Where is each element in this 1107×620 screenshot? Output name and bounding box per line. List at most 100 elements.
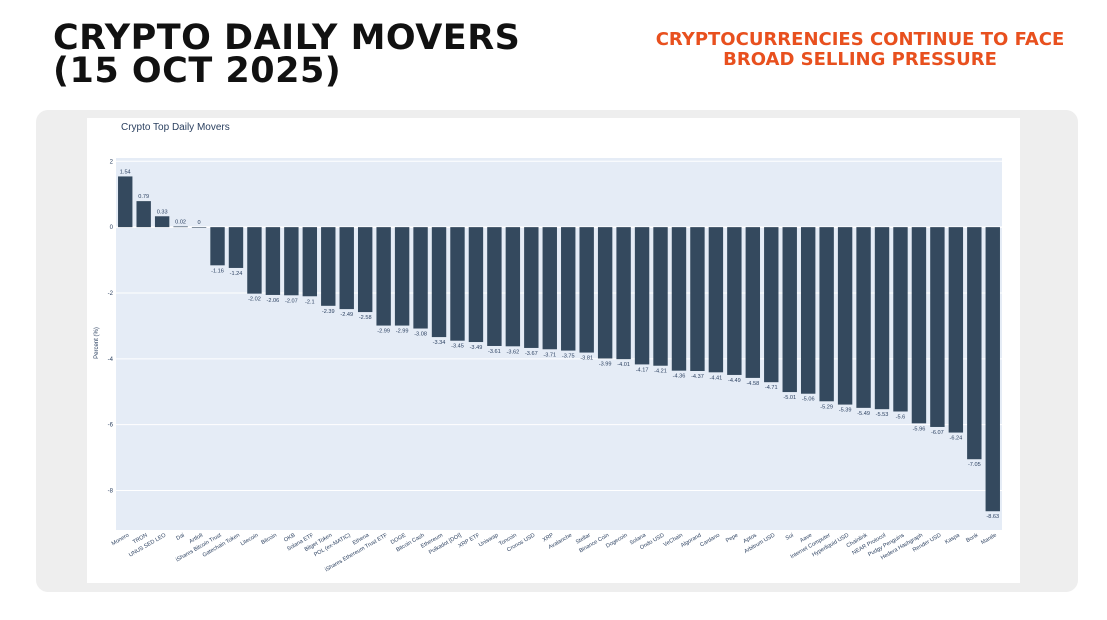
- bar: [265, 227, 281, 295]
- bar-value-label: -4.01: [617, 362, 630, 368]
- bar-value-label: -2.1: [305, 299, 315, 305]
- bar: [431, 227, 447, 338]
- bar-value-label: 0.33: [157, 209, 168, 215]
- bar-value-label: -4.49: [728, 378, 741, 384]
- bar: [228, 227, 244, 268]
- title-line-2: (15 OCT 2025): [53, 51, 342, 91]
- bar: [118, 176, 133, 228]
- grid-lines: [116, 160, 1002, 491]
- bar: [468, 227, 484, 343]
- bar-value-label: -2.58: [359, 315, 372, 321]
- y-tick-label: -2: [108, 291, 114, 297]
- y-tick-label: -4: [108, 357, 114, 363]
- bar: [690, 227, 705, 371]
- bar: [524, 227, 539, 348]
- plot-area: [116, 158, 1002, 530]
- bar: [579, 227, 594, 353]
- bar: [671, 227, 687, 371]
- bar: [339, 227, 354, 310]
- bar: [136, 201, 151, 228]
- bar-value-label: -3.75: [562, 354, 575, 360]
- bar: [284, 227, 299, 296]
- bar-value-label: 0: [198, 220, 201, 226]
- bar-value-label: -2.99: [396, 329, 409, 335]
- y-tick-labels: 2 0 -2 -4 -6 -8: [108, 159, 114, 494]
- bar-value-label: 0.79: [138, 194, 149, 200]
- x-tick-label: Litecoin: [240, 533, 260, 548]
- x-tick-label: Aave: [799, 533, 813, 545]
- bar: [302, 227, 318, 297]
- bar-value-label: -3.45: [451, 344, 464, 350]
- bar-value-label: -3.67: [525, 351, 538, 357]
- bar-value-label: -3.08: [414, 332, 427, 338]
- bar: [154, 216, 170, 228]
- bars: [118, 176, 1000, 512]
- x-tick-label: Bitcoin: [260, 533, 278, 547]
- bar: [948, 227, 964, 433]
- bar: [357, 227, 373, 313]
- bar: [985, 227, 1000, 512]
- value-labels: 1.54 0.79 0.33 0.02 0 -1.16 -1.24 -2.02 -2.06 -2.…: [120, 169, 999, 520]
- bar-value-label: -8.63: [986, 514, 999, 520]
- x-tick-label: Kaspa: [944, 532, 962, 546]
- x-tick-label: Bonk: [965, 532, 979, 544]
- bar-value-label: -3.81: [580, 356, 593, 362]
- bar-value-label: -5.96: [913, 426, 926, 432]
- bar: [191, 227, 207, 228]
- bar-value-label: -3.99: [599, 361, 612, 367]
- bar-value-label: -3.34: [433, 340, 446, 346]
- x-tick-label: Uniswap: [478, 533, 500, 549]
- bar-value-label: -5.01: [783, 395, 796, 401]
- x-tick-label: XRP ETF: [458, 532, 482, 549]
- y-tick-label: 0: [110, 225, 114, 231]
- bar-value-label: -5.39: [839, 408, 852, 414]
- bar-value-label: -2.39: [322, 309, 335, 315]
- bar-value-label: -4.71: [765, 385, 778, 391]
- y-axis-label: Percent (%): [94, 327, 100, 359]
- bar: [561, 227, 576, 351]
- bar-value-label: -2.07: [285, 298, 298, 304]
- x-tick-label: Algorand: [680, 533, 702, 549]
- bar: [450, 227, 465, 341]
- x-tick-label: Monero: [111, 533, 130, 548]
- bar: [173, 226, 188, 228]
- x-tick-label: Dogecoin: [605, 533, 628, 550]
- bar-value-label: -2.06: [267, 298, 280, 304]
- bar: [597, 227, 613, 359]
- bar-value-label: -3.71: [543, 352, 556, 358]
- bar-value-label: -4.41: [710, 375, 723, 381]
- bar: [321, 227, 336, 306]
- bar: [893, 227, 908, 412]
- x-tick-label: OKB: [283, 532, 296, 543]
- bar: [505, 227, 521, 347]
- bar: [930, 227, 945, 427]
- bar-value-label: -4.37: [691, 374, 704, 380]
- bar: [819, 227, 834, 402]
- y-tick-label: -6: [108, 423, 114, 429]
- bar: [413, 227, 428, 329]
- page-subtitle: CRYPTOCURRENCIES CONTINUE TO FACE BROAD …: [655, 29, 1065, 70]
- x-tick-label: XRP: [542, 532, 555, 543]
- bar-value-label: -2.49: [340, 312, 353, 318]
- bar: [394, 227, 410, 326]
- x-tick-label: Mantle: [980, 533, 998, 547]
- bar-value-label: -3.62: [506, 349, 519, 355]
- title-line-1: CRYPTO DAILY MOVERS: [53, 18, 521, 58]
- bar: [911, 227, 927, 424]
- bar-value-label: -3.61: [488, 349, 501, 355]
- bar-value-label: -3.49: [470, 345, 483, 351]
- bar: [616, 227, 631, 360]
- x-tick-label: Pepe: [725, 533, 739, 545]
- bar: [634, 227, 650, 365]
- x-tick-label: Dai: [175, 533, 185, 542]
- bar-value-label: -4.58: [746, 381, 759, 387]
- bar-value-label: -5.6: [896, 414, 906, 420]
- bar: [542, 227, 557, 350]
- bar-value-label: -5.06: [802, 397, 815, 403]
- bar-value-label: -5.49: [857, 411, 870, 417]
- bar: [727, 227, 742, 375]
- bar: [764, 227, 779, 383]
- chart-title: Crypto Top Daily Movers: [121, 122, 230, 133]
- bar-chart: Crypto Top Daily Movers Percent (%) 1.54…: [94, 122, 1002, 573]
- bar: [782, 227, 797, 393]
